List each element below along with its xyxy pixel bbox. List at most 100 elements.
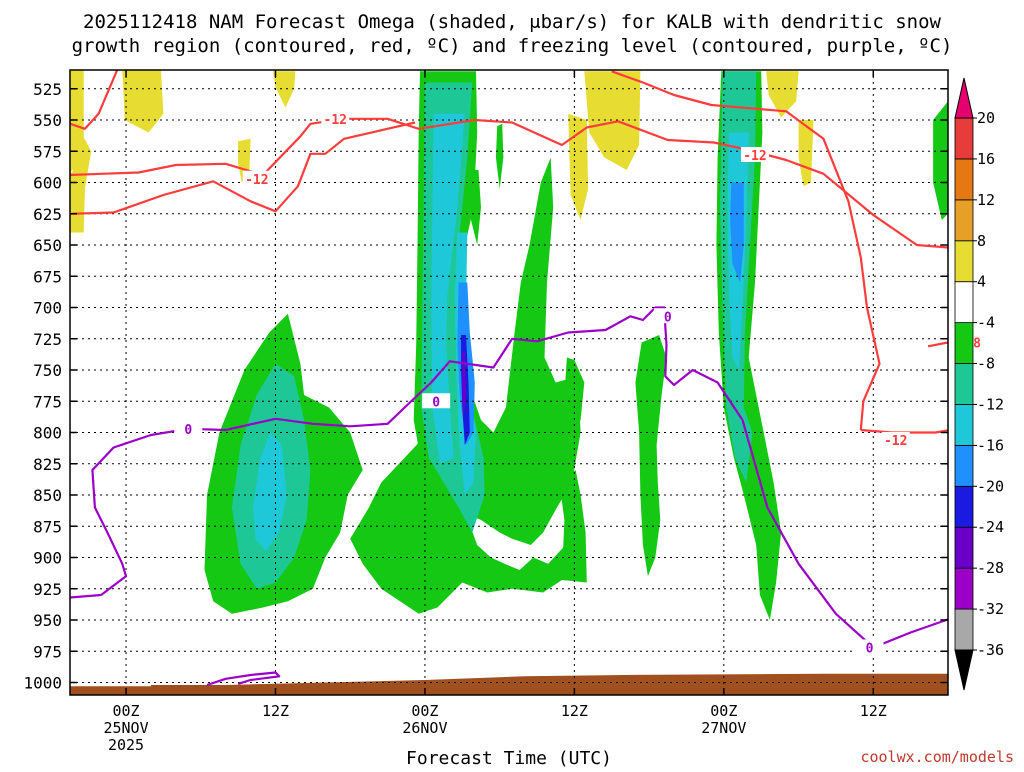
colorbar-bin — [954, 526, 974, 569]
credit-text: coolwx.com/models — [860, 748, 1014, 766]
omega-region — [469, 170, 481, 245]
y-tick-label: 775 — [33, 392, 62, 411]
colorbar-label: 16 — [977, 150, 995, 168]
colorbar-label: -12 — [977, 395, 1004, 413]
omega-region — [462, 351, 466, 420]
y-tick-label: 675 — [33, 267, 62, 286]
y-tick-label: 925 — [33, 580, 62, 599]
dgz-contour-label: -12 — [743, 149, 766, 164]
contour-labels: -12-12-12-12-180000 — [174, 110, 984, 657]
y-tick-label: 650 — [33, 236, 62, 255]
freezing-contour-label: 0 — [866, 642, 874, 657]
colorbar-bin — [954, 281, 974, 324]
plot-frame — [69, 69, 949, 696]
colorbar-label: -36 — [977, 641, 1004, 659]
y-tick-label: 750 — [33, 361, 62, 380]
y-tick-label: 800 — [33, 424, 62, 443]
colorbar-label: -32 — [977, 600, 1004, 618]
freezing-contour-label: 0 — [184, 423, 192, 438]
y-tick-label: 725 — [33, 330, 62, 349]
freezing-contour-label-bg — [653, 308, 682, 324]
omega-region — [70, 132, 92, 233]
omega-region — [635, 335, 667, 577]
colorbar-min-arrow — [954, 649, 974, 691]
x-tick-label: 25NOV — [103, 719, 148, 737]
chart-title-line2: growth region (contoured, red, ºC) and f… — [72, 35, 953, 57]
freezing-contour — [206, 671, 281, 687]
colorbar-bin — [954, 158, 974, 201]
y-tick-label: 850 — [33, 486, 62, 505]
freezing-contour-label: 0 — [664, 310, 672, 325]
y-tick-label: 625 — [33, 205, 62, 224]
freezing-contour-label: 0 — [432, 395, 440, 410]
colorbar-bin — [954, 485, 974, 528]
chart-title-line1: 2025112418 NAM Forecast Omega (shaded, μ… — [83, 11, 941, 33]
dgz-contour-label-bg — [740, 147, 769, 162]
terrain — [70, 673, 948, 695]
omega-region — [253, 432, 287, 552]
dgz-contour-label: -12 — [245, 173, 268, 188]
y-tick-label: 950 — [33, 611, 62, 630]
x-tick-label: 12Z — [860, 702, 887, 720]
colorbar: -36 -32 -28 -24 -20 -16 -12 -8 -4 4 8 12 16 20 — [954, 77, 1004, 691]
colorbar-label: 4 — [977, 273, 986, 291]
dgz-contour — [70, 121, 416, 215]
freezing-contour-label-bg — [855, 639, 884, 655]
colorbar-bin — [954, 199, 974, 242]
omega-region — [568, 113, 589, 220]
gridlines — [70, 70, 948, 695]
colorbar-bin — [954, 567, 974, 610]
colorbar-bin — [954, 363, 974, 405]
dgz-contour — [611, 70, 881, 431]
contour-lines — [70, 70, 948, 687]
colorbar-label: -24 — [977, 518, 1004, 536]
freezing-contour — [70, 306, 948, 649]
y-tick-label: 875 — [33, 517, 62, 536]
y-tick-label: 600 — [33, 174, 62, 193]
y-tick-label: 825 — [33, 455, 62, 474]
omega-region — [350, 438, 587, 614]
dgz-contour-label-bg — [321, 110, 350, 126]
colorbar-bin — [954, 608, 974, 651]
y-tick-label: 550 — [33, 111, 62, 130]
x-tick-label: 00Z — [710, 702, 737, 720]
colorbar-label: -28 — [977, 559, 1004, 577]
y-tick-label: 1000 — [23, 674, 62, 693]
colorbar-bin — [954, 404, 974, 446]
dgz-contour-label-bg — [242, 170, 271, 186]
x-tick-label: 2025 — [108, 736, 144, 754]
dgz-contour-label-bg — [881, 432, 910, 447]
colorbar-bin — [954, 322, 974, 364]
omega-region — [122, 70, 164, 133]
omega-region — [584, 71, 641, 170]
omega-region — [495, 123, 504, 189]
freezing-contour-label-bg — [422, 393, 451, 409]
dgz-contour-label: -12 — [324, 113, 347, 128]
y-tick-label: 975 — [33, 642, 62, 661]
colorbar-label: 12 — [977, 191, 995, 209]
dgz-contour — [70, 117, 948, 249]
colorbar-label: 20 — [977, 109, 995, 127]
colorbar-label: -16 — [977, 436, 1004, 454]
colorbar-label: -8 — [977, 355, 995, 373]
colorbar-bin — [954, 444, 974, 487]
x-tick-label: 26NOV — [402, 719, 447, 737]
omega-region — [766, 71, 799, 118]
x-tick-label: 27NOV — [701, 719, 746, 737]
freezing-contour-label-bg — [174, 420, 203, 436]
colorbar-label: -4 — [977, 314, 995, 332]
colorbar-label: 8 — [977, 232, 986, 250]
colorbar-max-arrow — [954, 77, 974, 119]
y-tick-label: 575 — [33, 142, 62, 161]
x-tick-label: 00Z — [112, 702, 139, 720]
omega-region — [431, 113, 465, 464]
x-axis-label: Forecast Time (UTC) — [406, 748, 612, 768]
x-tick-label: 00Z — [411, 702, 438, 720]
colorbar-bin — [954, 240, 974, 283]
omega-region — [273, 71, 296, 108]
dgz-contour-label: -12 — [884, 434, 907, 449]
y-tick-label: 900 — [33, 549, 62, 568]
dgz-contour — [70, 70, 119, 130]
